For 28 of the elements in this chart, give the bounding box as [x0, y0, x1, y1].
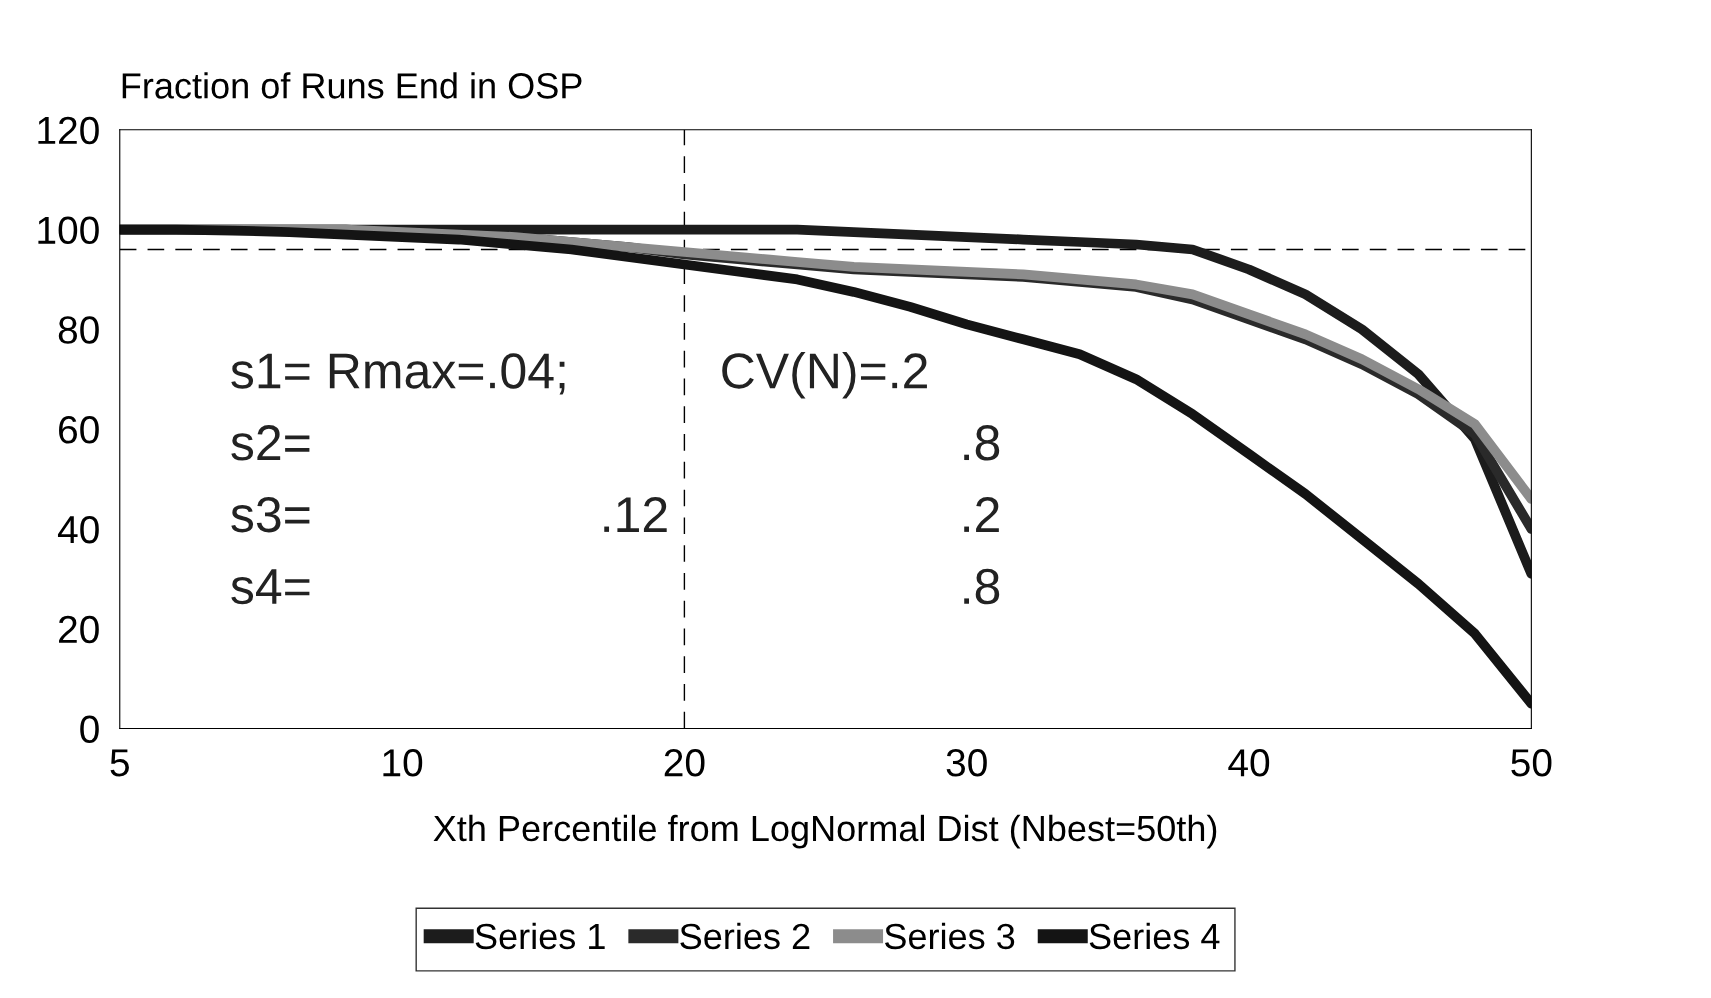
annotation: .8 — [964, 425, 1000, 461]
y-tick-label: 20 — [59, 615, 99, 644]
y-tick-label: 120 — [38, 116, 99, 145]
x-tick-label: 20 — [664, 749, 705, 777]
annotation: s4= — [231, 569, 310, 605]
annotation: s1= Rmax=.04; — [231, 353, 565, 395]
annotation: .8 — [964, 568, 1000, 605]
x-tick-label: 5 — [110, 749, 129, 777]
legend-label: Series 1 — [475, 922, 605, 950]
legend-label: Series 2 — [680, 922, 810, 950]
annotation: s2= — [231, 425, 310, 461]
x-tick-label: 40 — [1228, 749, 1270, 777]
annotation: .12 — [604, 496, 667, 532]
y-tick-label: 0 — [80, 715, 99, 744]
y-tick-label: 40 — [57, 515, 99, 544]
y-tick-label: 80 — [58, 316, 99, 344]
annotation: CV(N)=.2 — [722, 351, 927, 399]
x-axis-title: Xth Percentile from LogNormal Dist (Nbest=50th) — [433, 814, 1217, 849]
annotation: .2 — [964, 496, 999, 532]
y-tick-label: 100 — [38, 216, 99, 245]
legend-label: Series 4 — [1089, 922, 1220, 950]
chart-title: Fraction of Runs End in OSP — [122, 72, 582, 99]
x-tick-label: 50 — [1511, 749, 1552, 777]
x-tick-label: 30 — [946, 749, 987, 777]
legend-label: Series 3 — [884, 922, 1015, 950]
x-tick-label: 10 — [383, 749, 423, 777]
annotation: s3= — [231, 496, 310, 533]
y-tick-label: 60 — [59, 416, 99, 444]
